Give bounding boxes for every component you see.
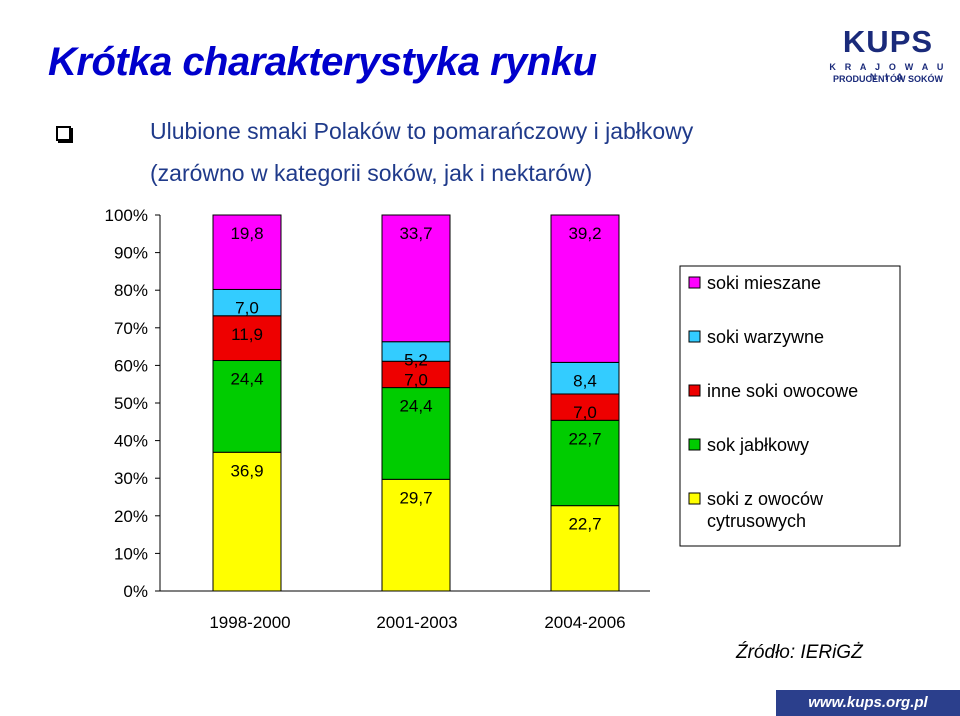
y-tick-label: 100%: [105, 206, 148, 225]
y-tick-label: 20%: [114, 507, 148, 526]
data-label: 39,2: [568, 224, 601, 243]
data-label: 22,7: [568, 515, 601, 534]
y-tick-label: 80%: [114, 281, 148, 300]
bar-segment: [212, 315, 282, 362]
data-label: 5,2: [404, 351, 428, 370]
bullet-icon: [56, 126, 71, 141]
legend-swatch: [688, 438, 701, 451]
data-label: 7,0: [404, 370, 428, 389]
legend-swatch: [688, 330, 701, 343]
y-tick-label: 50%: [114, 394, 148, 413]
bar-segment: [212, 360, 282, 453]
data-label: 8,4: [573, 371, 597, 390]
bar-segment: [212, 451, 282, 592]
legend-label: sok jabłkowy: [707, 435, 809, 455]
x-tick-label: 2004-2006: [544, 613, 625, 632]
y-tick-label: 0%: [123, 582, 148, 601]
legend-box: [679, 265, 901, 547]
bullet-text-line1: Ulubione smaki Polaków to pomarańczowy i…: [150, 118, 694, 144]
x-tick-label: 2001-2003: [376, 613, 457, 632]
logo-wordmark: KUPS: [842, 24, 934, 59]
y-tick-label: 30%: [114, 469, 148, 488]
logo-subtitle-line1: K R A J O W A U N I A: [829, 62, 947, 82]
bar-segment: [381, 478, 451, 592]
bar-segment: [381, 214, 451, 343]
bar-segment: [550, 419, 620, 507]
kups-logo: KUPS K R A J O W A U N I A PRODUCENTÓW S…: [826, 12, 950, 90]
footer-bar: www.kups.org.pl: [776, 690, 960, 716]
data-label: 36,9: [230, 461, 263, 480]
y-tick-label: 70%: [114, 319, 148, 338]
data-label: 11,9: [231, 325, 263, 344]
legend-swatch: [688, 384, 701, 397]
website-url[interactable]: www.kups.org.pl: [808, 694, 928, 711]
legend-label: cytrusowych: [707, 511, 806, 531]
bar-segment: [550, 505, 620, 592]
source-note: Źródło: IERiGŻ: [736, 642, 863, 663]
bar-segment: [550, 361, 620, 395]
bar-segment: [381, 387, 451, 480]
bar-segment: [550, 214, 620, 363]
data-label: 33,7: [399, 224, 432, 243]
legend-swatch: [688, 492, 701, 505]
data-label: 29,7: [399, 488, 432, 507]
y-tick-label: 90%: [114, 244, 148, 263]
legend-label: inne soki owocowe: [707, 381, 858, 401]
logo-subtitle-line2: PRODUCENTÓW SOKÓW: [833, 74, 943, 84]
legend-label: soki warzywne: [707, 327, 824, 347]
data-label: 24,4: [399, 397, 432, 416]
legend-label: soki z owoców: [707, 489, 824, 509]
bullet-text-line2: (zarówno w kategorii soków, jak i nektar…: [150, 160, 593, 186]
page-title: Krótka charakterystyka rynku: [48, 40, 597, 84]
y-tick-label: 40%: [114, 432, 148, 451]
legend-label: soki mieszane: [707, 273, 821, 293]
y-tick-label: 60%: [114, 356, 148, 375]
bar-segment: [212, 214, 282, 290]
y-tick-label: 10%: [114, 544, 148, 563]
data-label: 7,0: [235, 298, 259, 317]
data-label: 19,8: [230, 224, 263, 243]
data-label: 7,0: [573, 403, 597, 422]
data-label: 24,4: [230, 370, 263, 389]
legend-swatch: [688, 276, 701, 289]
data-label: 22,7: [568, 429, 601, 448]
x-tick-label: 1998-2000: [209, 613, 290, 632]
